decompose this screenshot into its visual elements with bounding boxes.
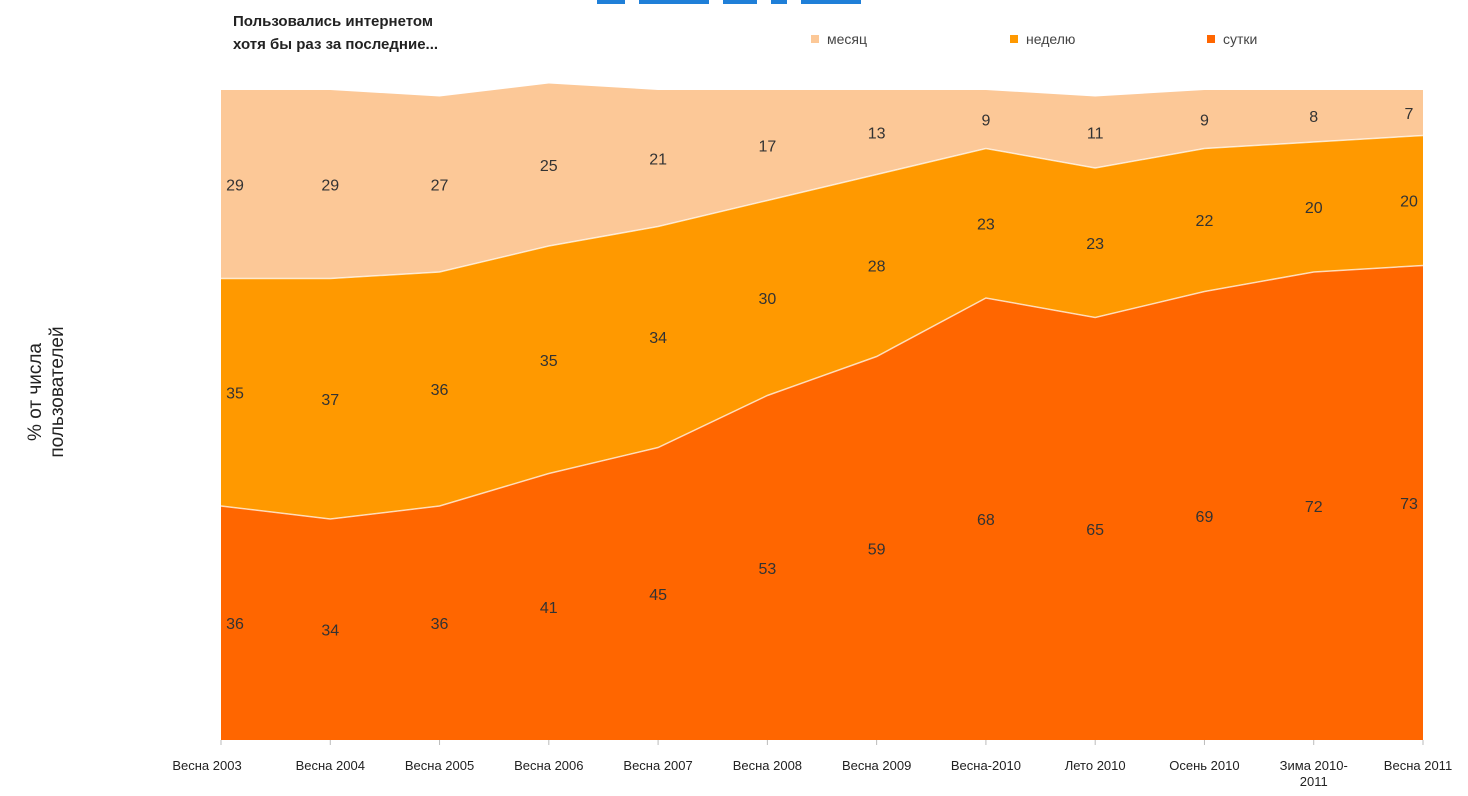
data-label: 22	[1196, 213, 1214, 230]
data-label: 25	[540, 158, 558, 175]
x-tick-label: Весна 2009	[841, 758, 912, 773]
area-series-0	[221, 265, 1423, 740]
data-label: 27	[431, 177, 449, 194]
x-tick-label: Весна 2003	[172, 758, 242, 773]
x-tick-label: Осень 2010	[1169, 758, 1240, 773]
data-label: 37	[321, 392, 339, 409]
x-tick-label: Весна-2010	[950, 758, 1021, 773]
data-label: 35	[540, 353, 558, 370]
data-label: 29	[321, 177, 339, 194]
x-tick-label: Весна 2004	[295, 758, 365, 773]
data-label: 36	[431, 616, 449, 633]
data-label: 13	[868, 125, 886, 142]
legend-label: неделю	[1026, 31, 1076, 47]
data-label: 36	[431, 382, 449, 399]
data-label: 23	[1086, 236, 1104, 253]
chart-subtitle-line: хотя бы раз за последние...	[233, 36, 439, 53]
data-label: 72	[1305, 499, 1323, 516]
legend-label: сутки	[1223, 31, 1258, 47]
chart-subtitle: Пользовались интернетом хотя бы раз за п…	[233, 10, 438, 56]
data-label: 17	[758, 138, 776, 155]
series-boundary-line	[221, 134, 1424, 280]
data-label: 28	[868, 259, 886, 276]
area-series-1	[221, 135, 1423, 519]
legend-swatch	[1207, 35, 1215, 43]
legend-label: месяц	[827, 31, 868, 47]
data-label: 8	[1309, 109, 1318, 126]
data-label: 34	[321, 623, 339, 640]
data-label: 29	[226, 177, 244, 194]
x-tick-label: Весна 2007	[623, 758, 693, 773]
series-boundary-line	[220, 264, 1424, 520]
data-label: 65	[1086, 522, 1104, 539]
legend-item-month: месяц	[811, 31, 867, 47]
data-label: 9	[1200, 112, 1209, 129]
legend-item-day: сутки	[1207, 31, 1257, 47]
x-tick-label: Лето 2010	[1064, 758, 1126, 773]
data-label: 11	[1087, 125, 1104, 142]
data-label: 35	[226, 385, 244, 402]
data-label: 21	[649, 151, 667, 168]
area-series-2	[221, 83, 1423, 279]
data-label: 34	[649, 330, 667, 347]
cropped-title-fragment	[597, 0, 927, 8]
data-label: 9	[981, 112, 990, 129]
x-tick-label: Зима 2010- 2011	[1279, 758, 1348, 789]
chart-subtitle-line: Пользовались интернетом	[233, 13, 433, 30]
x-tick-label: Весна 2008	[732, 758, 803, 773]
data-label: 20	[1400, 194, 1418, 211]
data-label: 23	[977, 216, 995, 233]
data-label: 73	[1400, 496, 1418, 513]
legend-item-week: неделю	[1010, 31, 1075, 47]
legend-swatch	[1010, 35, 1018, 43]
data-label: 59	[868, 541, 886, 558]
data-label: 36	[226, 616, 244, 633]
legend-swatch	[811, 35, 819, 43]
data-label: 69	[1196, 509, 1214, 526]
data-label: 20	[1305, 200, 1323, 217]
data-label: 53	[758, 561, 776, 578]
x-tick-label: Весна 2006	[514, 758, 584, 773]
data-label: 41	[540, 600, 558, 617]
data-label: 30	[758, 291, 776, 308]
data-label: 45	[649, 587, 667, 604]
x-tick-label: Весна 2011	[1383, 758, 1453, 773]
x-tick-label: Весна 2005	[404, 758, 475, 773]
data-label: 68	[977, 512, 995, 529]
data-label: 7	[1405, 106, 1414, 123]
